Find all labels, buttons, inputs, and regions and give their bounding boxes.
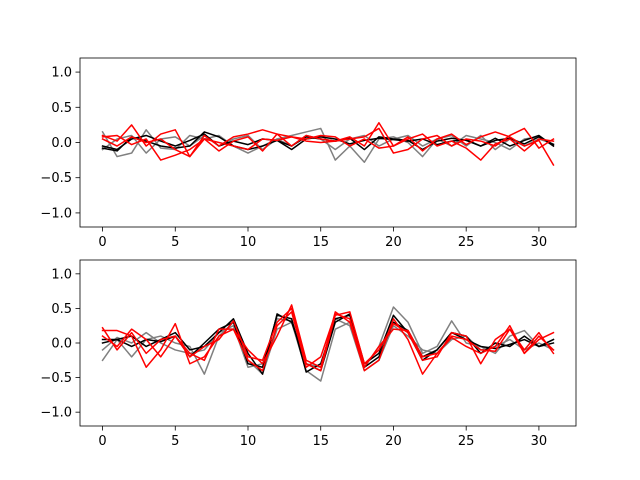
- x-tick-label: 5: [171, 434, 179, 449]
- series-group: [101, 122, 555, 167]
- x-tick-label: 15: [312, 434, 329, 449]
- x-tick-label: 25: [458, 434, 475, 449]
- series-line-7: [101, 127, 555, 158]
- series-line-4: [101, 313, 555, 375]
- series-group: [101, 304, 555, 382]
- x-tick-label: 20: [385, 235, 402, 250]
- x-tick-label: 30: [531, 235, 548, 250]
- x-tick-label: 30: [531, 434, 548, 449]
- x-tick-label: 20: [385, 434, 402, 449]
- y-tick-label: 0.5: [51, 101, 72, 116]
- y-tick-label: −0.5: [40, 371, 72, 386]
- x-tick-label: 5: [171, 235, 179, 250]
- x-tick-label: 10: [240, 235, 257, 250]
- y-tick-label: −1.0: [40, 406, 72, 421]
- subplot-top: 0 5 10 15 20 25 30 −1.0 −0.5 0.0 0.5 1.0: [40, 57, 577, 250]
- y-tick-label: −0.5: [40, 171, 72, 186]
- x-tick-label: 10: [240, 434, 257, 449]
- x-tick-label: 0: [98, 434, 106, 449]
- x-tick-label: 25: [458, 235, 475, 250]
- series-line-5: [101, 122, 555, 167]
- subplot-bottom: 0 5 10 15 20 25 30 −1.0 −0.5 0.0 0.5 1.0: [40, 259, 577, 449]
- y-tick-label: 0.5: [51, 302, 72, 317]
- y-tick-label: −1.0: [40, 206, 72, 221]
- y-tick-label: 0.0: [51, 136, 72, 151]
- x-tick-label: 15: [312, 235, 329, 250]
- y-tick-label: 0.0: [51, 337, 72, 352]
- series-line-7: [101, 311, 555, 372]
- series-line-6: [101, 133, 555, 161]
- series-line-2: [101, 134, 555, 154]
- y-tick-label: 1.0: [51, 267, 72, 282]
- y-tick-label: 1.0: [51, 66, 72, 81]
- x-tick-label: 0: [98, 235, 106, 250]
- series-line-5: [101, 304, 555, 375]
